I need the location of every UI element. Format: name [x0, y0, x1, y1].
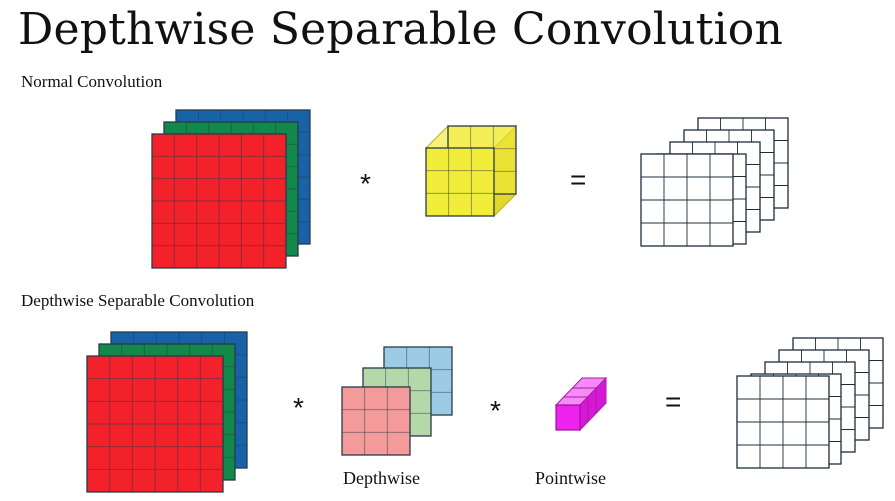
pointwise-caption: Pointwise	[535, 468, 607, 488]
normal-convolution-label: Normal Convolution	[21, 72, 163, 91]
normal-input-stack	[151, 109, 311, 269]
multiply-operator-depthwise: *	[293, 392, 304, 423]
kernel-cube-front	[425, 147, 495, 217]
sep-output-map-1	[736, 375, 830, 469]
separable-output-stack	[736, 337, 884, 469]
normal-kernel-cube	[424, 124, 518, 218]
input-red-channel	[151, 133, 287, 269]
grid-background	[341, 386, 411, 456]
multiply-operator-top: *	[360, 168, 371, 199]
equals-operator-bottom: =	[665, 386, 682, 417]
grid-background	[425, 147, 495, 217]
separable-convolution-label: Depthwise Separable Convolution	[21, 291, 255, 310]
pointwise-front-face	[555, 404, 581, 431]
sep-input-red-channel	[86, 355, 224, 493]
depthwise-kernel-pink	[341, 386, 411, 456]
depthwise-caption: Depthwise	[343, 468, 420, 488]
pointwise-kernel	[554, 376, 608, 432]
multiply-operator-pointwise: *	[490, 395, 501, 426]
equals-operator-top: =	[570, 164, 587, 195]
depthwise-kernels	[341, 346, 453, 456]
output-map-1	[640, 153, 734, 247]
separable-input-stack	[86, 331, 248, 493]
page-title: Depthwise Separable Convolution	[18, 4, 783, 55]
normal-output-stack	[640, 117, 789, 247]
